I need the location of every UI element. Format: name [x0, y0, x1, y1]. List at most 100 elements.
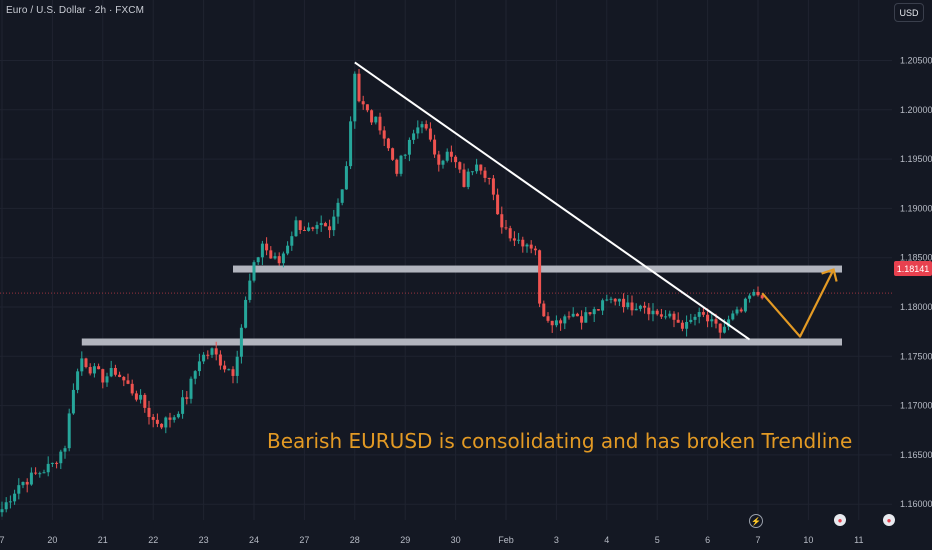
candle-down: [386, 138, 390, 149]
x-tick-label: 29: [400, 535, 410, 545]
drawings: [354, 61, 838, 341]
time-axis[interactable]: 7 20 21 22 23 24 27 28 29 30 Feb 3 4 5 6 7 10 11: [0, 535, 863, 545]
candle-down: [168, 417, 172, 420]
candle-down: [659, 314, 663, 317]
candle-up: [193, 371, 197, 379]
price-axis[interactable]: 1.20500 1.20000 1.19500 1.19000 1.18500 1.180…: [900, 56, 932, 550]
candle-down: [512, 238, 516, 241]
candle-up: [8, 501, 12, 503]
candle-up: [332, 216, 336, 231]
x-tick-label: 4: [604, 535, 609, 545]
x-tick-label: 27: [299, 535, 309, 545]
us-flag-icon[interactable]: ●: [883, 514, 895, 526]
candle-up: [525, 244, 529, 247]
candle-up: [290, 236, 294, 246]
candle-up: [403, 154, 407, 156]
projection-path: [761, 269, 835, 338]
currency-button[interactable]: USD: [894, 3, 924, 22]
candle-down: [567, 316, 571, 318]
candle-down: [533, 248, 537, 251]
candle-up: [46, 463, 50, 473]
candle-up: [420, 124, 424, 128]
candle-down: [580, 316, 584, 323]
candle-down: [361, 101, 365, 105]
candle-up: [554, 320, 558, 326]
candle-down: [118, 374, 122, 377]
candle-up: [731, 313, 735, 320]
projection-arrowhead: [821, 268, 838, 282]
candle-up: [59, 451, 63, 464]
candle-down: [630, 302, 634, 311]
y-tick-label: 1.19000: [900, 203, 932, 213]
candle-down: [756, 291, 760, 296]
x-tick-label: 3: [554, 535, 559, 545]
candle-down: [151, 416, 155, 420]
candle-up: [664, 316, 668, 318]
candle-down: [424, 124, 428, 129]
candle-down: [575, 313, 579, 317]
candle-up: [563, 316, 567, 324]
candle-up: [399, 155, 403, 174]
candle-up: [752, 291, 756, 296]
candle-down: [433, 139, 437, 155]
y-tick-label: 1.17500: [900, 351, 932, 361]
candle-up: [336, 202, 340, 217]
candle-down: [328, 226, 332, 231]
candle-up: [13, 493, 17, 502]
candle-down: [718, 323, 722, 333]
candle-up: [50, 462, 54, 464]
candle-down: [483, 170, 487, 178]
candle-down: [588, 312, 592, 315]
candle-down: [508, 228, 512, 239]
x-tick-label: 21: [98, 535, 108, 545]
x-tick-label: 22: [148, 535, 158, 545]
x-tick-label: 11: [854, 535, 863, 545]
candle-down: [529, 244, 533, 249]
candle-down: [550, 320, 554, 326]
resistance-zone: [233, 265, 842, 273]
candle-down: [643, 305, 647, 308]
candle-up: [294, 220, 298, 237]
candle-down: [265, 243, 269, 251]
candle-down: [613, 298, 617, 302]
candle-up: [71, 389, 75, 414]
candle-down: [559, 320, 563, 324]
candle-up: [340, 189, 344, 203]
candle-up: [197, 361, 201, 372]
candle-up: [17, 485, 21, 494]
x-tick-label: Feb: [498, 535, 514, 545]
chart-grid: [0, 0, 892, 520]
candle-up: [80, 358, 84, 372]
candle-up: [710, 319, 714, 322]
candle-down: [676, 319, 680, 323]
candle-up: [227, 369, 231, 371]
candle-down: [34, 472, 38, 474]
candle-down: [622, 298, 626, 308]
candles: [0, 69, 764, 517]
candle-up: [407, 139, 411, 155]
candle-up: [315, 225, 319, 229]
candle-down: [25, 481, 29, 485]
lightning-icon[interactable]: ⚡: [749, 514, 763, 528]
y-tick-label: 1.20500: [900, 56, 932, 66]
candle-up: [319, 223, 323, 226]
candle-down: [160, 423, 164, 428]
candle-up: [42, 472, 46, 474]
candle-down: [500, 214, 504, 228]
eu-flag-icon[interactable]: ●: [834, 514, 846, 526]
candle-up: [617, 298, 621, 302]
support-zone: [81, 338, 843, 346]
candle-down: [218, 354, 222, 366]
candle-up: [668, 313, 672, 317]
candle-up: [189, 378, 193, 399]
candle-down: [206, 354, 210, 356]
candle-up: [685, 321, 689, 329]
x-tick-label: 24: [249, 535, 259, 545]
candle-up: [172, 417, 176, 420]
candle-up: [475, 164, 479, 172]
candle-down: [487, 177, 491, 179]
candle-up: [416, 127, 420, 134]
candle-up: [693, 316, 697, 320]
y-tick-label: 1.18500: [900, 253, 932, 263]
